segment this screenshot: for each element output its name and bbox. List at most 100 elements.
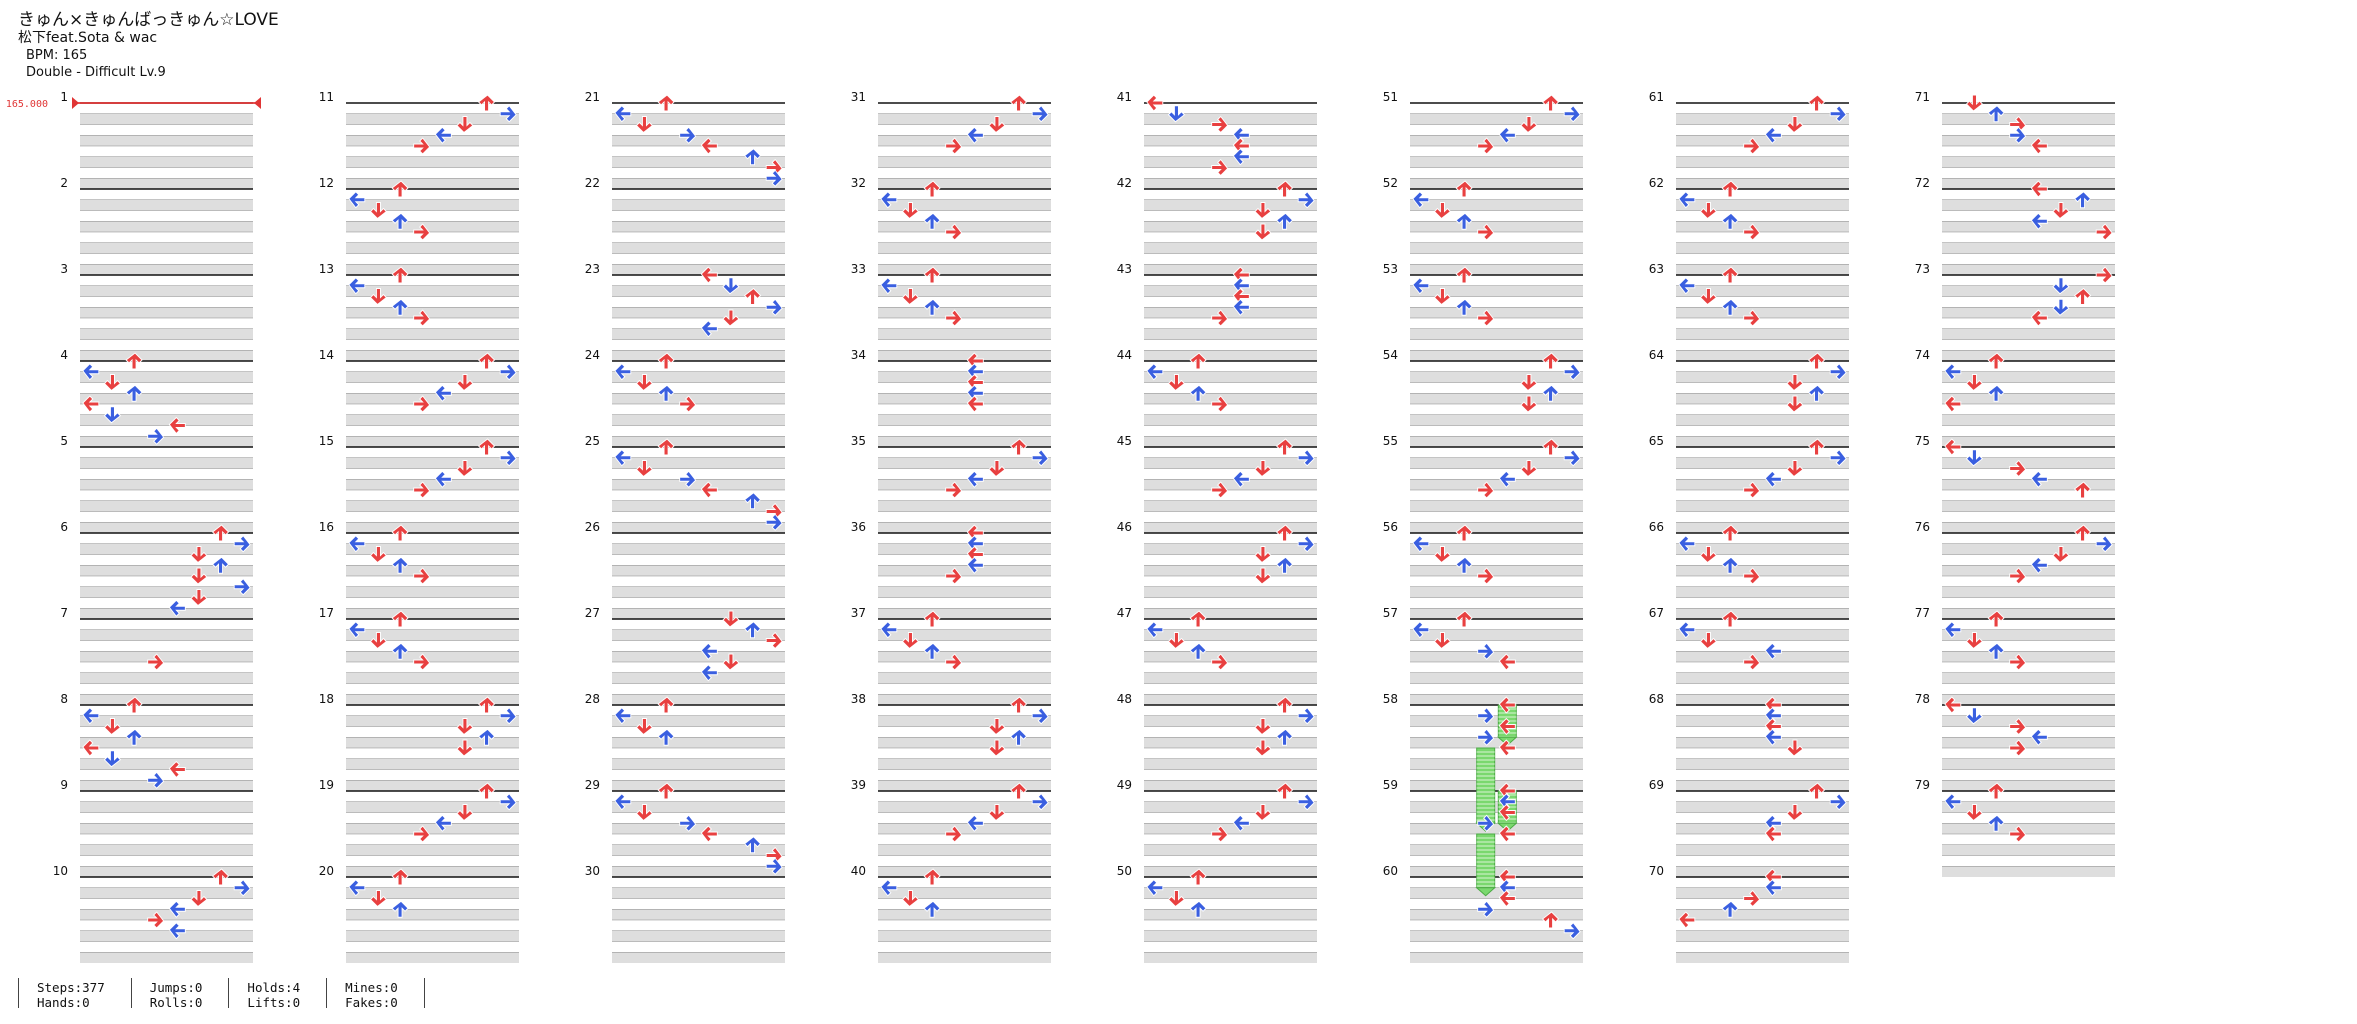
arrow-shape: [743, 492, 762, 510]
arrow-right-icon: [2009, 459, 2027, 478]
measure-number: 9: [60, 778, 68, 792]
arrow-right-icon: [413, 395, 431, 413]
measure-stripe: [878, 328, 1051, 340]
arrow-shape: [1254, 718, 1272, 736]
measure-number: 43: [1117, 262, 1132, 276]
song-title: きゅん×きゅんばっきゅん☆LOVE: [18, 10, 279, 30]
measure-number: 52: [1383, 176, 1398, 190]
arrow-shape: [2030, 470, 2048, 488]
measure-stripe: [1676, 436, 1849, 447]
measure-stripe: [878, 608, 1051, 619]
arrow-shape: [1721, 610, 1739, 628]
measure-stripe: [612, 844, 785, 856]
arrow-shape: [1009, 782, 1028, 800]
measure-number: 46: [1117, 520, 1132, 534]
arrow-down-icon: [1965, 374, 1984, 392]
arrow-shape: [1412, 191, 1430, 209]
measure-number: 16: [319, 520, 334, 534]
arrow-shape: [1146, 879, 1164, 897]
arrow-shape: [190, 546, 208, 564]
step-chart: 1234567891011121314151617181920212223242…: [6, 90, 2115, 963]
measure-stripe: [612, 479, 785, 490]
measure-stripe: [1942, 328, 2115, 340]
measure-stripe: [80, 930, 253, 942]
measure-stripe: [1410, 307, 1583, 318]
arrow-down-icon: [456, 739, 474, 757]
measure-stripe: [612, 436, 785, 447]
arrow-up-icon: [477, 696, 496, 714]
arrow-shape: [391, 298, 409, 316]
measure-stripe: [80, 952, 253, 963]
arrow-shape: [125, 384, 143, 402]
arrow-up-icon: [125, 384, 143, 402]
measure-stripe: [1144, 715, 1317, 727]
arrow-up-icon: [1275, 556, 1294, 574]
arrow-shape: [1764, 825, 1782, 843]
arrow-up-icon: [1455, 212, 1473, 230]
measure-number: 7: [60, 606, 68, 620]
measure-stripe: [346, 199, 519, 211]
arrow-left-icon: [614, 707, 632, 725]
arrow-shape: [1721, 556, 1739, 574]
measure-stripe: [1144, 221, 1317, 232]
arrow-shape: [743, 836, 762, 854]
arrow-shape: [700, 320, 718, 338]
measure-stripe: [1676, 221, 1849, 232]
arrow-shape: [413, 395, 431, 413]
measure-stripe: [1410, 350, 1583, 361]
measure-stripe: [878, 242, 1051, 254]
arrow-up-icon: [743, 492, 762, 510]
measure-number: 30: [585, 864, 600, 878]
arrow-shape: [1275, 524, 1294, 542]
arrow-shape: [168, 599, 186, 617]
measure-stripe: [346, 178, 519, 189]
arrow-left-icon: [880, 191, 898, 209]
arrow-up-icon: [1807, 384, 1826, 402]
measure-stripe: [1410, 952, 1583, 963]
measure-stripe: [80, 221, 253, 232]
arrow-down-icon: [190, 890, 208, 908]
measure-stripe: [1942, 221, 2115, 232]
arrow-shape: [103, 718, 122, 736]
arrow-left-icon: [1232, 148, 1250, 166]
arrow-right-icon: [945, 567, 963, 585]
arrow-shape: [1944, 395, 1962, 413]
arrow-shape: [1807, 384, 1826, 402]
arrow-right-icon: [2009, 825, 2027, 843]
measure-52: 52: [1383, 176, 1583, 275]
arrow-left-icon: [168, 416, 186, 435]
arrow-up-icon: [1987, 814, 2005, 832]
arrow-down-icon: [369, 202, 388, 220]
arrow-shape: [82, 739, 100, 757]
arrow-shape: [966, 126, 984, 144]
measure-number: 50: [1117, 864, 1132, 878]
measure-number: 76: [1915, 520, 1930, 534]
arrow-shape: [1232, 298, 1250, 316]
arrow-left-icon: [614, 363, 632, 381]
arrow-shape: [1498, 803, 1516, 822]
arrow-left-icon: [168, 900, 186, 918]
measure-stripe: [612, 758, 785, 770]
arrow-shape: [2030, 556, 2048, 574]
measure-stripe: [346, 307, 519, 318]
arrow-left-icon: [1498, 825, 1516, 843]
measure-27: 27: [585, 606, 785, 705]
arrow-down-icon: [1965, 449, 1984, 467]
arrow-up-icon: [1541, 438, 1560, 456]
stat-group-holds: Holds:4 Lifts:0: [228, 978, 326, 1010]
measure-stripe: [1942, 436, 2115, 447]
measure-stripe: [346, 522, 519, 533]
arrow-right-icon: [1031, 793, 1049, 811]
arrow-shape: [923, 180, 941, 198]
arrow-left-icon: [700, 137, 718, 155]
measure-stripe: [80, 737, 253, 748]
arrow-left-icon: [1944, 363, 1962, 381]
measure-stripe: [346, 242, 519, 254]
arrow-shape: [1743, 889, 1761, 908]
measure-stripe: [878, 350, 1051, 361]
arrow-left-icon: [348, 277, 366, 295]
arrow-down-icon: [1965, 804, 1984, 822]
arrow-shape: [2030, 728, 2048, 746]
arrow-right-icon: [2009, 567, 2027, 585]
measure-stripe: [1676, 242, 1849, 254]
